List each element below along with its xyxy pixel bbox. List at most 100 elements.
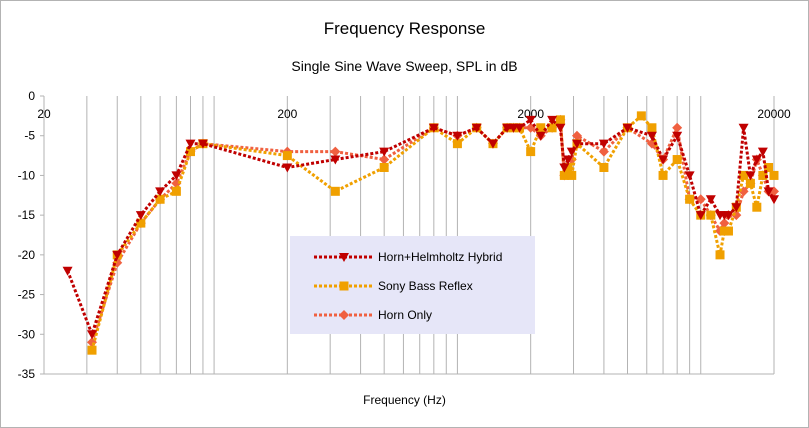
data-point-horn-helmholtz-hybrid: [622, 123, 633, 133]
data-point-sony-bass-reflex: [723, 226, 733, 236]
legend-label-sony-bass-reflex: Sony Bass Reflex: [378, 279, 473, 293]
data-point-horn-only: [672, 122, 683, 133]
data-point-horn-helmholtz-hybrid: [672, 131, 683, 141]
data-point-horn-helmholtz-hybrid: [723, 211, 734, 221]
data-point-horn-helmholtz-hybrid: [559, 163, 570, 173]
chart-subtitle: Single Sine Wave Sweep, SPL in dB: [291, 58, 518, 74]
data-point-sony-bass-reflex: [758, 170, 768, 180]
data-point-sony-bass-reflex: [330, 186, 340, 196]
x-axis-label: Frequency (Hz): [363, 393, 446, 407]
x-tick-label: 20000: [757, 107, 791, 121]
data-point-sony-bass-reflex: [526, 147, 536, 157]
data-point-sony-bass-reflex: [559, 170, 569, 180]
data-point-horn-only: [719, 218, 730, 229]
data-point-horn-helmholtz-hybrid: [566, 147, 577, 157]
data-point-sony-bass-reflex: [685, 194, 695, 204]
data-point-horn-helmholtz-hybrid: [525, 115, 536, 125]
data-point-horn-helmholtz-hybrid: [547, 115, 558, 125]
data-point-horn-helmholtz-hybrid: [731, 203, 742, 213]
data-point-horn-helmholtz-hybrid: [658, 155, 669, 165]
data-point-horn-helmholtz-hybrid: [757, 147, 768, 157]
data-point-horn-helmholtz-hybrid: [598, 139, 609, 149]
y-tick-label: 0: [28, 89, 35, 103]
data-point-horn-helmholtz-hybrid: [379, 147, 390, 157]
data-point-horn-helmholtz-hybrid: [571, 139, 582, 149]
data-point-sony-bass-reflex: [769, 170, 779, 180]
data-point-horn-helmholtz-hybrid: [738, 123, 749, 133]
data-point-sony-bass-reflex: [567, 170, 577, 180]
legend-label-horn-only: Horn Only: [378, 308, 432, 322]
data-point-sony-bass-reflex: [171, 186, 181, 196]
data-point-horn-helmholtz-hybrid: [555, 123, 566, 133]
data-point-horn-helmholtz-hybrid: [695, 211, 706, 221]
data-point-sony-bass-reflex: [752, 202, 762, 212]
data-point-sony-bass-reflex: [452, 139, 462, 149]
data-point-horn-helmholtz-hybrid: [87, 330, 98, 340]
data-point-sony-bass-reflex: [672, 155, 682, 165]
data-point-horn-only: [598, 146, 609, 157]
data-point-horn-helmholtz-hybrid: [769, 195, 779, 205]
data-point-sony-bass-reflex: [764, 162, 774, 172]
data-point-horn-helmholtz-hybrid: [185, 139, 196, 149]
data-point-sony-bass-reflex: [599, 162, 609, 172]
data-point-horn-helmholtz-hybrid: [62, 266, 73, 276]
data-point-horn-helmholtz-hybrid: [646, 131, 657, 141]
data-point-sony-bass-reflex: [536, 123, 546, 133]
data-point-horn-helmholtz-hybrid: [197, 139, 208, 149]
x-tick-label: 2000: [517, 107, 544, 121]
data-point-sony-bass-reflex: [555, 115, 565, 125]
data-point-sony-bass-reflex: [379, 162, 389, 172]
data-point-sony-bass-reflex: [282, 151, 292, 161]
data-point-horn-helmholtz-hybrid: [514, 123, 525, 133]
data-point-horn-helmholtz-hybrid: [684, 171, 695, 181]
legend-label-horn-helmholtz-hybrid: Horn+Helmholtz Hybrid: [378, 250, 502, 264]
x-tick-label: 20: [37, 107, 51, 121]
data-point-horn-helmholtz-hybrid: [535, 131, 546, 141]
data-point-horn-helmholtz-hybrid: [330, 155, 341, 165]
data-point-horn-helmholtz-hybrid: [452, 131, 463, 141]
data-point-horn-helmholtz-hybrid: [745, 171, 756, 181]
y-tick-label: -25: [18, 288, 36, 302]
data-point-sony-bass-reflex: [547, 123, 557, 133]
data-point-horn-helmholtz-hybrid: [705, 195, 716, 205]
series-line-horn-helmholtz-hybrid: [66, 118, 776, 336]
data-point-horn-helmholtz-hybrid: [282, 163, 293, 173]
data-point-horn-helmholtz-hybrid: [487, 139, 498, 149]
data-point-horn-helmholtz-hybrid: [763, 187, 774, 197]
data-point-sony-bass-reflex: [647, 123, 657, 133]
legend-marker-sony-bass-reflex: [339, 281, 349, 291]
y-tick-label: -15: [18, 208, 36, 222]
data-point-sony-bass-reflex: [563, 162, 573, 172]
x-tick-label: 200: [277, 107, 297, 121]
data-point-sony-bass-reflex: [706, 210, 716, 220]
data-point-sony-bass-reflex: [87, 345, 97, 355]
data-point-sony-bass-reflex: [136, 218, 146, 228]
data-point-horn-helmholtz-hybrid: [563, 155, 574, 165]
data-point-horn-only: [571, 130, 582, 141]
data-point-sony-bass-reflex: [658, 170, 668, 180]
y-tick-label: -20: [18, 248, 36, 262]
legend-marker-horn-only: [339, 310, 349, 320]
data-point-horn-helmholtz-hybrid: [751, 155, 762, 165]
data-point-horn-only: [379, 154, 390, 165]
data-point-sony-bass-reflex: [636, 111, 646, 121]
data-point-horn-helmholtz-hybrid: [135, 211, 146, 221]
data-point-horn-helmholtz-hybrid: [502, 123, 513, 133]
chart-title: Frequency Response: [323, 19, 486, 38]
data-point-horn-helmholtz-hybrid: [112, 250, 123, 260]
data-point-horn-helmholtz-hybrid: [428, 123, 439, 133]
data-point-sony-bass-reflex: [155, 194, 165, 204]
y-tick-label: -5: [24, 129, 35, 143]
data-point-horn-helmholtz-hybrid: [471, 123, 482, 133]
data-point-sony-bass-reflex: [745, 178, 755, 188]
data-point-sony-bass-reflex: [739, 170, 749, 180]
data-point-horn-helmholtz-hybrid: [171, 171, 182, 181]
y-tick-label: -10: [18, 168, 36, 182]
data-point-sony-bass-reflex: [715, 250, 725, 260]
data-point-horn-helmholtz-hybrid: [155, 187, 166, 197]
data-point-horn-only: [330, 146, 341, 157]
y-tick-label: -30: [18, 327, 36, 341]
legend-marker-horn-helmholtz-hybrid: [339, 253, 349, 262]
